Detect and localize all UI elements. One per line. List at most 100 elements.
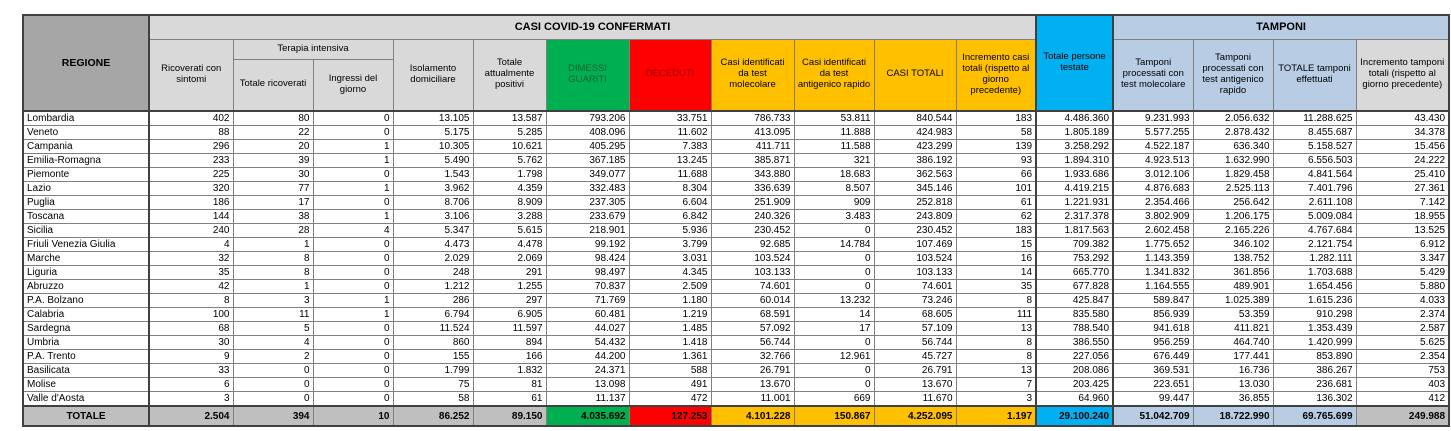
cell-incremento_casi: 13 bbox=[955, 321, 1037, 336]
cell-totale_tamponi: 910.298 bbox=[1272, 307, 1357, 322]
cell-testate: 709.382 bbox=[1035, 237, 1115, 252]
table-row: Emilia-Romagna 233 39 1 5.490 5.762 367.185 13.… bbox=[22, 153, 1450, 168]
cell-terapia_ingressi: 4 bbox=[312, 223, 394, 238]
cell-guariti: 13.098 bbox=[545, 377, 630, 392]
cell-casi_totali: 423.299 bbox=[873, 139, 957, 154]
cell-incremento_casi: 183 bbox=[955, 110, 1037, 126]
header-incremento-casi: Incremento casi totali (rispetto al gior… bbox=[955, 38, 1037, 112]
header-totale-tamponi: TOTALE tamponi effettuati bbox=[1272, 38, 1357, 112]
cell-terapia_totale: 0 bbox=[232, 377, 314, 392]
cell-casi_totali: 840.544 bbox=[873, 110, 957, 126]
cell-incremento_tamponi: 15.456 bbox=[1355, 139, 1450, 154]
cell-casi_molecolare: 26.791 bbox=[710, 363, 795, 378]
cell-isolamento: 13.105 bbox=[392, 110, 474, 126]
cell-guariti: 408.096 bbox=[545, 125, 630, 140]
table-row: Veneto 88 22 0 5.175 5.285 408.096 11.602 413.09… bbox=[22, 125, 1450, 140]
region-name: Calabria bbox=[22, 307, 150, 322]
cell-ricoverati: 9 bbox=[148, 349, 234, 364]
cell-isolamento: 6.794 bbox=[392, 307, 474, 322]
cell-casi_molecolare: 230.452 bbox=[710, 223, 795, 238]
cell-testate: 203.425 bbox=[1035, 377, 1115, 392]
header-tamponi-molecolare: Tamponi processati con test molecolare bbox=[1112, 38, 1194, 112]
table-body: Lombardia 402 80 0 13.105 13.587 793.206 33.751… bbox=[22, 110, 1450, 427]
cell-casi_totali: 230.452 bbox=[873, 223, 957, 238]
cell-totale_tamponi: 386.267 bbox=[1272, 363, 1357, 378]
table-row: Toscana 144 38 1 3.106 3.288 233.679 6.842 240.3… bbox=[22, 209, 1450, 224]
cell-terapia_totale: 4 bbox=[232, 335, 314, 350]
band-tamponi: TAMPONI bbox=[1112, 14, 1450, 40]
cell-tamponi_molecolare: 3.802.909 bbox=[1112, 209, 1194, 224]
cell-casi_molecolare: 103.133 bbox=[710, 265, 795, 280]
region-name: Lazio bbox=[22, 181, 150, 196]
cell-guariti: 24.371 bbox=[545, 363, 630, 378]
cell-positivi: 297 bbox=[472, 293, 547, 308]
cell-tamponi_antigenico: 18.722.990 bbox=[1192, 405, 1274, 427]
cell-tamponi_antigenico: 256.642 bbox=[1192, 195, 1274, 210]
cell-casi_molecolare: 57.092 bbox=[710, 321, 795, 336]
cell-isolamento: 1.799 bbox=[392, 363, 474, 378]
cell-terapia_ingressi: 0 bbox=[312, 349, 394, 364]
cell-isolamento: 1.543 bbox=[392, 167, 474, 182]
cell-tamponi_molecolare: 1.164.555 bbox=[1112, 279, 1194, 294]
cell-casi_antigenico: 669 bbox=[793, 391, 875, 407]
cell-testate: 425.847 bbox=[1035, 293, 1115, 308]
cell-incremento_casi: 101 bbox=[955, 181, 1037, 196]
cell-incremento_tamponi: 2.354 bbox=[1355, 349, 1450, 364]
cell-terapia_ingressi: 0 bbox=[312, 335, 394, 350]
cell-terapia_ingressi: 1 bbox=[312, 181, 394, 196]
cell-casi_molecolare: 32.766 bbox=[710, 349, 795, 364]
cell-totale_tamponi: 1.615.236 bbox=[1272, 293, 1357, 308]
total-label: TOTALE bbox=[22, 405, 150, 427]
cell-incremento_casi: 35 bbox=[955, 279, 1037, 294]
cell-tamponi_molecolare: 1.341.832 bbox=[1112, 265, 1194, 280]
cell-tamponi_antigenico: 411.821 bbox=[1192, 321, 1274, 336]
cell-terapia_totale: 8 bbox=[232, 265, 314, 280]
cell-casi_antigenico: 3.483 bbox=[793, 209, 875, 224]
cell-incremento_tamponi: 753 bbox=[1355, 363, 1450, 378]
cell-incremento_casi: 13 bbox=[955, 363, 1037, 378]
cell-terapia_totale: 39 bbox=[232, 153, 314, 168]
cell-casi_totali: 107.469 bbox=[873, 237, 957, 252]
cell-testate: 227.056 bbox=[1035, 349, 1115, 364]
cell-casi_antigenico: 14.784 bbox=[793, 237, 875, 252]
cell-incremento_casi: 61 bbox=[955, 195, 1037, 210]
cell-terapia_totale: 8 bbox=[232, 251, 314, 266]
cell-totale_tamponi: 7.401.796 bbox=[1272, 181, 1357, 196]
cell-tamponi_antigenico: 2.056.632 bbox=[1192, 110, 1274, 126]
cell-testate: 386.550 bbox=[1035, 335, 1115, 350]
cell-terapia_totale: 11 bbox=[232, 307, 314, 322]
cell-ricoverati: 33 bbox=[148, 363, 234, 378]
cell-casi_molecolare: 240.326 bbox=[710, 209, 795, 224]
cell-incremento_tamponi: 34.378 bbox=[1355, 125, 1450, 140]
cell-terapia_totale: 80 bbox=[232, 110, 314, 126]
cell-tamponi_molecolare: 676.449 bbox=[1112, 349, 1194, 364]
cell-isolamento: 248 bbox=[392, 265, 474, 280]
cell-casi_antigenico: 18.683 bbox=[793, 167, 875, 182]
cell-testate: 677.828 bbox=[1035, 279, 1115, 294]
cell-casi_totali: 4.252.095 bbox=[873, 405, 957, 427]
table-row: Puglia 186 17 0 8.706 8.909 237.305 6.604 251.90… bbox=[22, 195, 1450, 210]
cell-incremento_tamponi: 5.429 bbox=[1355, 265, 1450, 280]
cell-ricoverati: 296 bbox=[148, 139, 234, 154]
region-name: Sardegna bbox=[22, 321, 150, 336]
cell-incremento_casi: 8 bbox=[955, 335, 1037, 350]
cell-ricoverati: 402 bbox=[148, 110, 234, 126]
cell-tamponi_antigenico: 1.829.458 bbox=[1192, 167, 1274, 182]
cell-guariti: 332.483 bbox=[545, 181, 630, 196]
cell-testate: 2.317.378 bbox=[1035, 209, 1115, 224]
cell-incremento_casi: 139 bbox=[955, 139, 1037, 154]
cell-testate: 29.100.240 bbox=[1035, 405, 1115, 427]
cell-terapia_ingressi: 0 bbox=[312, 110, 394, 126]
cell-tamponi_molecolare: 956.259 bbox=[1112, 335, 1194, 350]
cell-ricoverati: 42 bbox=[148, 279, 234, 294]
header-tamponi-antigenico: Tamponi processati con test antigenico r… bbox=[1192, 38, 1274, 112]
cell-incremento_casi: 1.197 bbox=[955, 405, 1037, 427]
cell-casi_antigenico: 0 bbox=[793, 223, 875, 238]
cell-incremento_casi: 7 bbox=[955, 377, 1037, 392]
header-dimessi-guariti: DIMESSI GUARITI bbox=[545, 38, 630, 112]
table-row: Calabria 100 11 1 6.794 6.905 60.481 1.219 68.59… bbox=[22, 307, 1450, 322]
cell-casi_antigenico: 0 bbox=[793, 377, 875, 392]
cell-terapia_ingressi: 0 bbox=[312, 167, 394, 182]
cell-casi_molecolare: 60.014 bbox=[710, 293, 795, 308]
cell-casi_totali: 68.605 bbox=[873, 307, 957, 322]
